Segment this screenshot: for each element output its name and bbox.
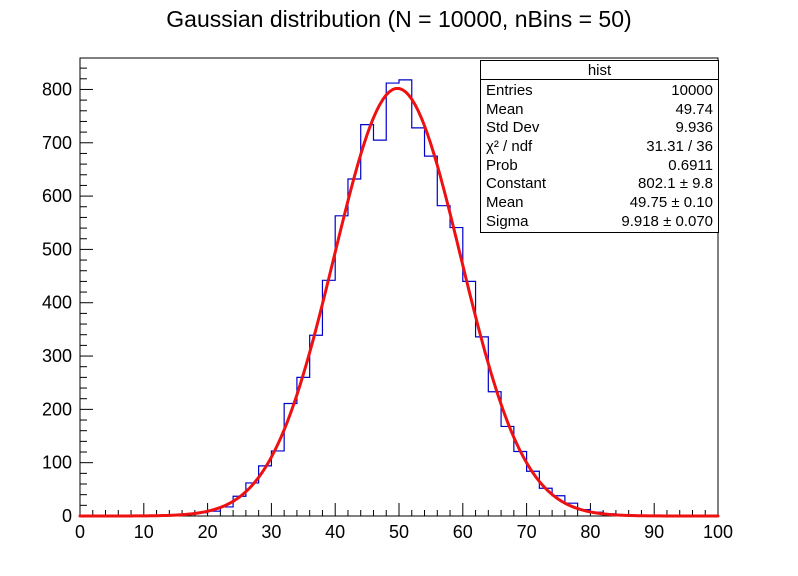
stats-value: 0.6911 bbox=[668, 156, 713, 174]
stats-label: Prob bbox=[486, 156, 518, 174]
x-tick-label: 100 bbox=[703, 522, 733, 542]
stats-value: 9.918 ± 0.070 bbox=[621, 212, 713, 230]
y-tick-label: 0 bbox=[62, 506, 72, 526]
y-tick-label: 700 bbox=[42, 133, 72, 153]
stats-box-title: hist bbox=[481, 61, 718, 80]
stats-value: 31.31 / 36 bbox=[646, 137, 713, 155]
stats-value: 9.936 bbox=[675, 119, 713, 137]
fit-curve bbox=[78, 86, 720, 518]
x-tick-label: 10 bbox=[134, 522, 154, 542]
y-tick-label: 400 bbox=[42, 293, 72, 313]
stats-row-prob: Prob 0.6911 bbox=[486, 156, 713, 175]
chart-title: Gaussian distribution (N = 10000, nBins … bbox=[166, 6, 632, 32]
stats-label: Std Dev bbox=[486, 119, 540, 137]
x-tick-label: 30 bbox=[261, 522, 281, 542]
y-tick-label: 500 bbox=[42, 239, 72, 259]
stats-row-constant: Constant 802.1 ± 9.8 bbox=[486, 174, 713, 193]
x-tick-label: 40 bbox=[325, 522, 345, 542]
x-tick-label: 50 bbox=[389, 522, 409, 542]
y-tick-label: 200 bbox=[42, 399, 72, 419]
stats-box: hist Entries 10000 Mean 49.74 Std Dev 9.… bbox=[480, 60, 719, 233]
stats-label: Sigma bbox=[486, 212, 529, 230]
x-tick-label: 60 bbox=[453, 522, 473, 542]
stats-row-chi2: χ² / ndf 31.31 / 36 bbox=[486, 137, 713, 156]
y-tick-label: 600 bbox=[42, 186, 72, 206]
stats-label: Mean bbox=[486, 193, 524, 211]
stats-row-stddev: Std Dev 9.936 bbox=[486, 118, 713, 137]
stats-row-mean: Mean 49.74 bbox=[486, 100, 713, 119]
stats-label: χ² / ndf bbox=[486, 137, 533, 155]
stats-value: 49.74 bbox=[675, 100, 713, 118]
stats-value: 802.1 ± 9.8 bbox=[638, 175, 713, 193]
y-tick-label: 300 bbox=[42, 346, 72, 366]
stats-row-entries: Entries 10000 bbox=[486, 81, 713, 100]
x-tick-label: 90 bbox=[644, 522, 664, 542]
x-tick-label: 80 bbox=[580, 522, 600, 542]
x-tick-label: 70 bbox=[517, 522, 537, 542]
stats-row-sigma: Sigma 9.918 ± 0.070 bbox=[486, 212, 713, 231]
stats-box-rows: Entries 10000 Mean 49.74 Std Dev 9.936 χ… bbox=[481, 80, 718, 231]
x-tick-label: 20 bbox=[198, 522, 218, 542]
stats-label: Constant bbox=[486, 175, 547, 193]
y-tick-label: 100 bbox=[42, 453, 72, 473]
stats-row-fit-mean: Mean 49.75 ± 0.10 bbox=[486, 193, 713, 212]
stats-label: Entries bbox=[486, 81, 533, 99]
y-tick-label: 800 bbox=[42, 79, 72, 99]
stats-label: Mean bbox=[486, 100, 524, 118]
stats-value: 49.75 ± 0.10 bbox=[629, 193, 713, 211]
x-tick-label: 0 bbox=[75, 522, 85, 542]
stats-value: 10000 bbox=[671, 81, 713, 99]
